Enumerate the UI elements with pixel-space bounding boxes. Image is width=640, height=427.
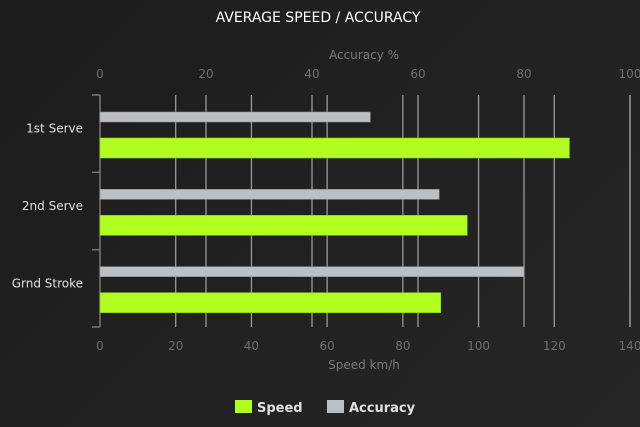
speed-bar [99,137,570,159]
top-tick-label: 20 [198,67,213,81]
accuracy-bar [99,189,440,200]
legend-swatch-speed [235,400,252,413]
chart-title: AVERAGE SPEED / ACCURACY [216,10,421,26]
top-axis-label: Accuracy % [329,48,399,62]
bottom-tick-label: 60 [320,339,335,353]
speed-bar [99,215,468,236]
category-label: Grnd Stroke [12,276,83,290]
top-tick-label: 40 [304,67,319,81]
top-tick-label: 100 [619,67,640,81]
bottom-tick-label: 100 [467,339,490,353]
top-tick-label: 60 [410,67,425,81]
category-label: 1st Serve [26,122,83,136]
legend-swatch-accuracy [327,400,344,413]
top-tick-label: 80 [516,67,531,81]
top-tick-label: 0 [96,67,104,81]
legend-label-accuracy: Accuracy [349,401,416,416]
bottom-tick-label: 120 [543,339,566,353]
accuracy-bar [99,111,371,123]
bottom-tick-label: 80 [395,339,410,353]
speed-bar [99,292,442,313]
bottom-tick-label: 20 [168,339,183,353]
legend-label-speed: Speed [257,401,303,416]
bottom-tick-label: 0 [96,339,104,353]
legend: Speed Accuracy [235,400,416,416]
bottom-tick-label: 40 [244,339,259,353]
accuracy-bar [99,266,525,277]
bottom-axis-label: Speed km/h [328,358,400,372]
category-label: 2nd Serve [22,199,83,213]
bottom-tick-label: 140 [619,339,640,353]
